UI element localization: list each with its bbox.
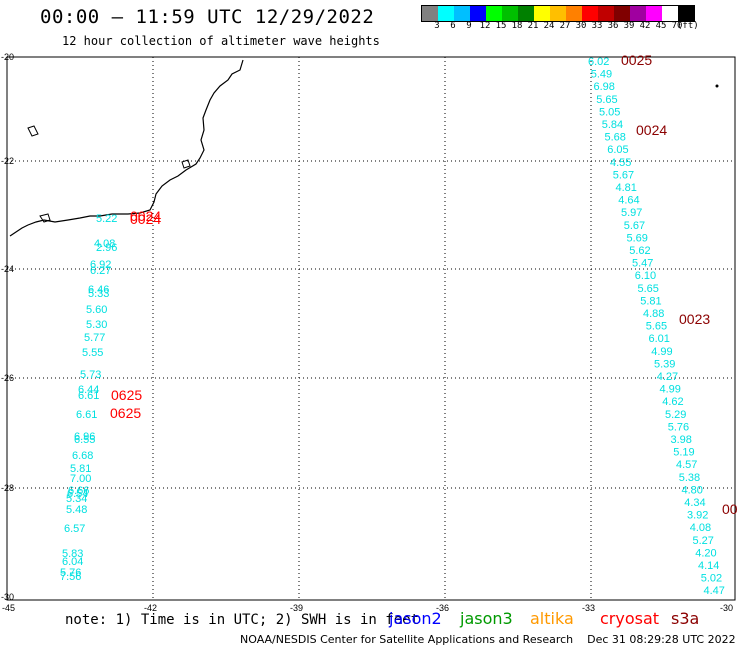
- wave-height-value: 5.30: [86, 319, 107, 331]
- wave-height-value: 5.65: [596, 94, 617, 106]
- time-label: 0625: [111, 387, 142, 403]
- wave-height-value: 5.39: [654, 358, 675, 370]
- time-label: 0024: [636, 122, 667, 138]
- wave-height-value: 5.27: [693, 535, 714, 547]
- island-dot: [716, 85, 719, 88]
- wave-height-value: 7.56: [60, 571, 81, 583]
- wave-height-value: 4.80: [682, 484, 703, 496]
- wave-height-value: 5.29: [665, 409, 686, 421]
- wave-height-value: 6.10: [635, 270, 656, 282]
- wave-height-value: 3.92: [687, 510, 708, 522]
- wave-height-value: 4.55: [610, 157, 631, 169]
- wave-height-value: 5.05: [599, 106, 620, 118]
- wave-height-value: 4.08: [690, 522, 711, 534]
- wave-height-value: 5.49: [591, 69, 612, 81]
- wave-height-value: 5.97: [621, 207, 642, 219]
- satellite-legend-item: jason2: [389, 609, 442, 628]
- wave-height-value: 5.69: [627, 232, 648, 244]
- island: [28, 126, 38, 136]
- wave-height-value: 5.62: [629, 245, 650, 257]
- satellite-legend-item: jason3: [460, 609, 513, 628]
- wave-height-value: 6.27: [90, 265, 111, 277]
- wave-height-value: 5.55: [82, 347, 103, 359]
- wave-height-value: 5.81: [640, 295, 661, 307]
- wave-height-value: 5.65: [646, 321, 667, 333]
- wave-height-value: 4.57: [676, 459, 697, 471]
- lat-labels: -20 -22 -24 -26 -28 -30: [1, 52, 14, 602]
- wave-height-value: 4.99: [660, 384, 681, 396]
- wave-height-value: 6.05: [607, 144, 628, 156]
- wave-height-value: 5.38: [679, 472, 700, 484]
- wave-height-value: 6.02: [588, 56, 609, 68]
- lat-tick-label: -30: [1, 592, 14, 602]
- lon-tick-label: -30: [720, 603, 733, 613]
- satellite-legend-item: cryosat: [600, 609, 659, 628]
- wave-height-value: 5.65: [638, 283, 659, 295]
- wave-height-value: 5.48: [66, 504, 87, 516]
- coastline: [10, 60, 243, 236]
- wave-height-value: 4.14: [698, 560, 719, 572]
- wave-height-value: 6.98: [594, 81, 615, 93]
- wave-height-value: 5.60: [86, 304, 107, 316]
- wave-height-value: 4.20: [695, 547, 716, 559]
- wave-height-value: 4.47: [704, 585, 725, 597]
- lat-tick-label: -24: [1, 264, 14, 274]
- wave-height-value: 3.98: [671, 434, 692, 446]
- wave-height-value: 5.19: [673, 447, 694, 459]
- wave-height-value: 5.02: [701, 573, 722, 585]
- wave-height-value: 5.67: [613, 169, 634, 181]
- left-track: 5.22 4.082.96 6.926.27 6.465.33 5.60 5.305.77…: [60, 208, 161, 583]
- wave-height-value: 5.84: [602, 119, 623, 131]
- wave-height-value: 5.73: [80, 369, 101, 381]
- wave-height-value: 4.62: [662, 396, 683, 408]
- wave-height-value: 4.64: [618, 195, 639, 207]
- wave-height-value: 4.34: [684, 497, 705, 509]
- lat-tick-label: -28: [1, 483, 14, 493]
- time-label: 0025: [621, 52, 652, 68]
- time-label: 00: [722, 501, 738, 517]
- satellite-legend-item: s3a: [671, 609, 699, 628]
- footer-note: note: 1) Time is in UTC; 2) SWH is in fe…: [65, 612, 419, 628]
- lat-tick-label: -26: [1, 373, 14, 383]
- credit-line: NOAA/NESDIS Center for Satellite Applica…: [240, 633, 736, 646]
- time-label: 0024: [130, 211, 161, 227]
- wave-height-value: 6.57: [64, 523, 85, 535]
- wave-height-value: 5.77: [84, 332, 105, 344]
- wave-height-value: 5.76: [668, 421, 689, 433]
- satellite-legend-item: altika: [530, 609, 574, 628]
- right-track: 6.025.496.985.655.055.845.686.054.555.67…: [588, 52, 738, 597]
- wave-height-map: -20-22-24-26-28-30 -45 -42 -39 -36 -33 -30 5.…: [0, 0, 740, 650]
- wave-height-value: 5.22: [96, 213, 117, 225]
- wave-height-value: 4.99: [651, 346, 672, 358]
- wave-height-value: 5.67: [624, 220, 645, 232]
- wave-height-value: 4.27: [657, 371, 678, 383]
- wave-height-value: 5.33: [88, 288, 109, 300]
- wave-height-value: 6.68: [72, 450, 93, 462]
- wave-height-value: 6.55: [74, 434, 95, 446]
- wave-height-value: 2.96: [96, 242, 117, 254]
- time-label: 0625: [110, 405, 141, 421]
- wave-height-value: 4.88: [643, 308, 664, 320]
- time-label: 0023: [679, 311, 710, 327]
- lat-tick-label: -22: [1, 156, 14, 166]
- wave-height-value: 4.81: [616, 182, 637, 194]
- lat-tick-label: -20: [1, 52, 14, 62]
- wave-height-value: 7.00: [70, 473, 91, 485]
- wave-height-value: 5.47: [632, 258, 653, 270]
- wave-height-value: 6.61: [78, 390, 99, 402]
- lon-tick-label: -45: [2, 603, 15, 613]
- wave-height-value: 5.68: [605, 132, 626, 144]
- wave-height-value: 6.61: [76, 409, 97, 421]
- lon-tick-label: -33: [582, 603, 595, 613]
- island: [182, 160, 190, 168]
- wave-height-value: 6.01: [649, 333, 670, 345]
